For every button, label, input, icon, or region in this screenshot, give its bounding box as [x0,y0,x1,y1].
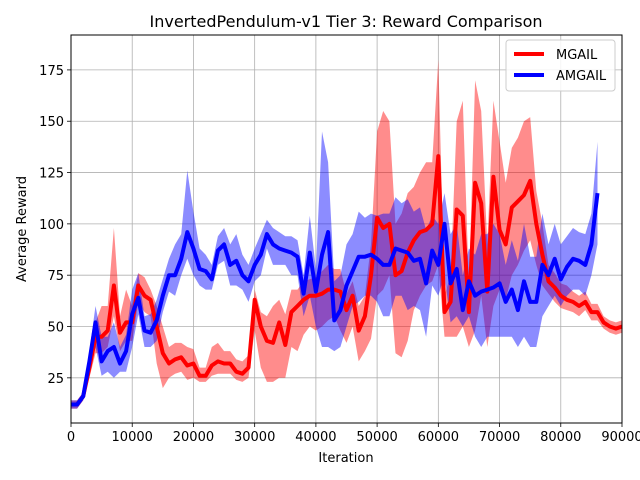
legend: MGAIL AMGAIL [505,39,616,92]
y-tick-label: 125 [39,167,64,182]
x-axis-ticks: 0 10000 20000 30000 40000 50000 60000 70000 8000… [67,423,640,445]
y-tick-label: 25 [47,372,64,387]
x-tick-label: 40000 [295,430,336,445]
x-tick-label: 10000 [112,430,153,445]
x-tick-label: 80000 [540,430,581,445]
y-axis-label: Average Reward [15,176,30,282]
series-lines [71,154,623,407]
legend-label-mgail: MGAIL [556,48,598,63]
y-tick-label: 100 [39,218,64,233]
y-tick-label: 50 [47,321,64,336]
plot-frame [70,34,623,424]
x-tick-label: 50000 [356,430,397,445]
x-tick-label: 20000 [173,430,214,445]
line-mgail [71,154,623,407]
band-mgail [71,59,622,409]
x-tick-label: 70000 [479,430,520,445]
y-axis-ticks: 25 50 75 100 125 150 175 [39,64,71,387]
legend-label-amgail: AMGAIL [556,69,607,84]
y-tick-label: 75 [47,269,64,284]
x-tick-label: 0 [67,430,75,445]
y-tick-label: 175 [39,64,64,79]
x-axis-label: Iteration [318,451,373,466]
x-tick-label: 90000 [601,430,640,445]
x-tick-label: 60000 [418,430,459,445]
line-amgail [71,192,600,407]
y-tick-label: 150 [39,115,64,130]
chart-title: InvertedPendulum-v1 Tier 3: Reward Compa… [150,12,543,31]
x-tick-label: 30000 [234,430,275,445]
